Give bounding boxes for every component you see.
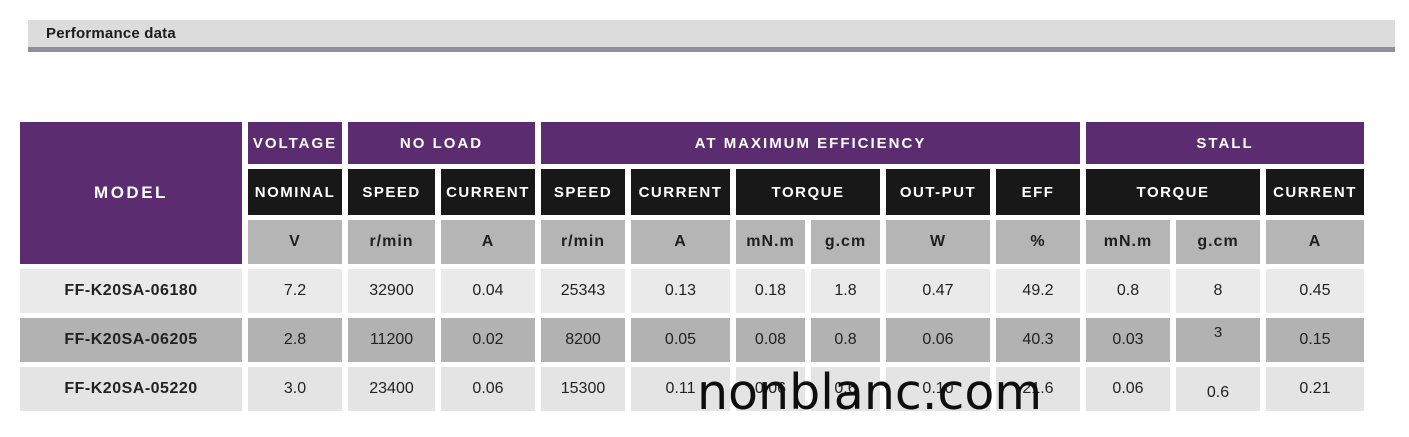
cell-maxeff-speed: 25343	[541, 269, 625, 313]
cell-maxeff-torque-gcm: 1.8	[811, 269, 880, 313]
cell-noload-speed: 32900	[348, 269, 435, 313]
unit-noload-speed: r/min	[348, 220, 435, 264]
cell-maxeff-current: 0.05	[631, 318, 730, 362]
cell-noload-speed: 11200	[348, 318, 435, 362]
performance-table: MODEL VOLTAGE NO LOAD AT MAXIMUM EFFICIE…	[14, 117, 1370, 416]
sub-header-eff: EFF	[996, 169, 1080, 215]
unit-maxeff-torque-mnm: mN.m	[736, 220, 805, 264]
cell-stall-torque-gcm-value: 0.6	[1206, 384, 1230, 401]
cell-noload-speed: 23400	[348, 367, 435, 411]
sub-header-noload-current: CURRENT	[441, 169, 535, 215]
cell-maxeff-torque-gcm: 0.6	[811, 367, 880, 411]
unit-output-w: W	[886, 220, 990, 264]
cell-maxeff-current: 0.11	[631, 367, 730, 411]
sub-header-row: NOMINAL SPEED CURRENT SPEED CURRENT TORQ…	[20, 169, 1364, 215]
cell-voltage: 2.8	[248, 318, 342, 362]
table-row-ff-k20sa-05220: FF-K20SA-05220 3.0 23400 0.06 15300 0.11…	[20, 367, 1364, 411]
header-group-row: MODEL VOLTAGE NO LOAD AT MAXIMUM EFFICIE…	[20, 122, 1364, 264]
cell-maxeff-torque-mnm: 0.08	[736, 318, 805, 362]
sub-header-output: OUT-PUT	[886, 169, 990, 215]
sub-header-maxeff-current: CURRENT	[631, 169, 730, 215]
cell-stall-current: 0.15	[1266, 318, 1364, 362]
cell-stall-torque-gcm: 0.6	[1176, 367, 1260, 411]
performance-table-wrap: MODEL VOLTAGE NO LOAD AT MAXIMUM EFFICIE…	[14, 117, 1370, 416]
cell-maxeff-torque-gcm: 0.8	[811, 318, 880, 362]
cell-stall-torque-gcm: 8	[1176, 269, 1260, 313]
cell-voltage: 7.2	[248, 269, 342, 313]
cell-output: 0.06	[886, 318, 990, 362]
sub-header-maxeff-speed: SPEED	[541, 169, 625, 215]
sub-header-nominal: NOMINAL	[248, 169, 342, 215]
cell-stall-current: 0.45	[1266, 269, 1364, 313]
group-header-at-max-efficiency: AT MAXIMUM EFFICIENCY	[541, 122, 1080, 164]
sub-header-maxeff-torque: TORQUE	[736, 169, 880, 215]
cell-noload-current: 0.04	[441, 269, 535, 313]
sub-header-stall-current: CURRENT	[1266, 169, 1364, 215]
unit-stall-torque-mnm: mN.m	[1086, 220, 1170, 264]
unit-stall-torque-gcm: g.cm	[1176, 220, 1260, 264]
model-header-cell: MODEL	[20, 122, 242, 264]
unit-maxeff-speed: r/min	[541, 220, 625, 264]
model-name: FF-K20SA-05220	[20, 367, 242, 411]
unit-eff-percent: %	[996, 220, 1080, 264]
unit-maxeff-current: A	[631, 220, 730, 264]
cell-maxeff-current: 0.13	[631, 269, 730, 313]
cell-noload-current: 0.02	[441, 318, 535, 362]
table-row-ff-k20sa-06205: FF-K20SA-06205 2.8 11200 0.02 8200 0.05 …	[20, 318, 1364, 362]
cell-eff: 21.6	[996, 367, 1080, 411]
cell-stall-torque-mnm: 0.03	[1086, 318, 1170, 362]
cell-stall-torque-gcm: 3	[1176, 318, 1260, 362]
cell-maxeff-speed: 8200	[541, 318, 625, 362]
sub-header-noload-speed: SPEED	[348, 169, 435, 215]
unit-voltage: V	[248, 220, 342, 264]
group-header-voltage: VOLTAGE	[248, 122, 342, 164]
cell-stall-torque-gcm-value: 3	[1213, 324, 1223, 341]
section-title-bar: Performance data	[28, 20, 1395, 52]
cell-stall-torque-mnm: 0.06	[1086, 367, 1170, 411]
sub-header-stall-torque: TORQUE	[1086, 169, 1260, 215]
group-header-stall: STALL	[1086, 122, 1364, 164]
unit-noload-current: A	[441, 220, 535, 264]
cell-eff: 40.3	[996, 318, 1080, 362]
cell-maxeff-speed: 15300	[541, 367, 625, 411]
cell-output: 0.10	[886, 367, 990, 411]
cell-noload-current: 0.06	[441, 367, 535, 411]
unit-stall-current: A	[1266, 220, 1364, 264]
cell-eff: 49.2	[996, 269, 1080, 313]
unit-maxeff-torque-gcm: g.cm	[811, 220, 880, 264]
table-row-ff-k20sa-06180: FF-K20SA-06180 7.2 32900 0.04 25343 0.13…	[20, 269, 1364, 313]
cell-voltage: 3.0	[248, 367, 342, 411]
section-title: Performance data	[46, 25, 176, 42]
cell-stall-current: 0.21	[1266, 367, 1364, 411]
model-name: FF-K20SA-06205	[20, 318, 242, 362]
cell-stall-torque-mnm: 0.8	[1086, 269, 1170, 313]
cell-output: 0.47	[886, 269, 990, 313]
cell-maxeff-torque-mnm: 0.06	[736, 367, 805, 411]
group-header-no-load: NO LOAD	[348, 122, 535, 164]
unit-row: V r/min A r/min A mN.m g.cm W % mN.m g.c…	[20, 220, 1364, 264]
cell-maxeff-torque-mnm: 0.18	[736, 269, 805, 313]
model-name: FF-K20SA-06180	[20, 269, 242, 313]
